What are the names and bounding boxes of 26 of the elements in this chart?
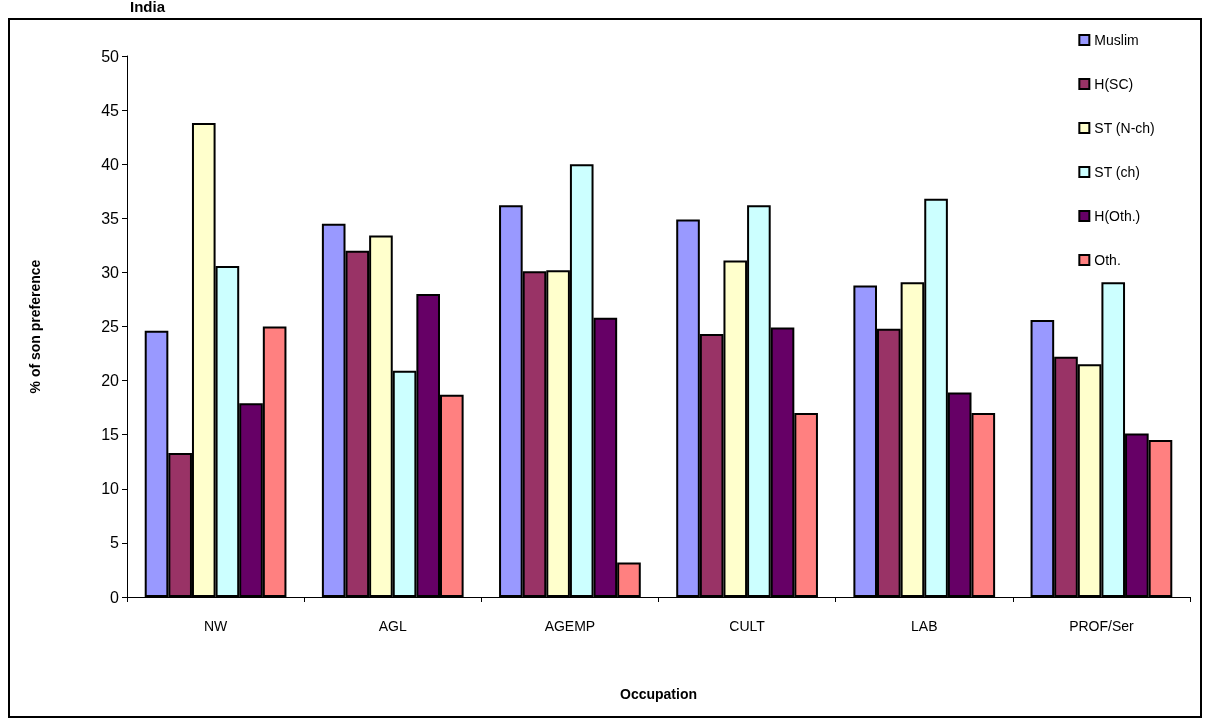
chart-title: India <box>130 0 166 15</box>
y-tick-label: 25 <box>101 318 120 335</box>
y-tick-label: 40 <box>101 155 120 173</box>
y-tick-label: 50 <box>101 47 120 65</box>
x-tick-label: PROF/Ser <box>1069 618 1135 634</box>
y-axis-title: % of son preference <box>27 259 43 394</box>
x-tick-label: LAB <box>911 618 938 634</box>
legend-label: H(SC) <box>1094 76 1134 92</box>
y-tick-label: 10 <box>101 480 120 498</box>
legend-label: Oth. <box>1094 252 1121 268</box>
legend-label: ST (ch) <box>1094 164 1140 180</box>
x-tick-label: AGEMP <box>544 618 596 634</box>
legend-label: ST (N-ch) <box>1094 120 1155 136</box>
y-tick-label: 5 <box>110 534 120 552</box>
legend-label: Muslim <box>1094 32 1139 48</box>
x-tick-label: CULT <box>729 618 766 634</box>
y-tick-label: 30 <box>101 263 120 281</box>
x-tick-label: AGL <box>378 618 407 634</box>
y-tick-label: 35 <box>101 209 120 227</box>
y-tick-label: 15 <box>101 426 120 444</box>
legend-label: H(Oth.) <box>1094 208 1141 224</box>
x-tick-label: NW <box>203 618 229 634</box>
x-axis-title: Occupation <box>619 686 698 702</box>
y-tick-label: 0 <box>110 588 120 606</box>
y-tick-label: 45 <box>101 101 120 119</box>
y-tick-label: 20 <box>101 372 120 390</box>
